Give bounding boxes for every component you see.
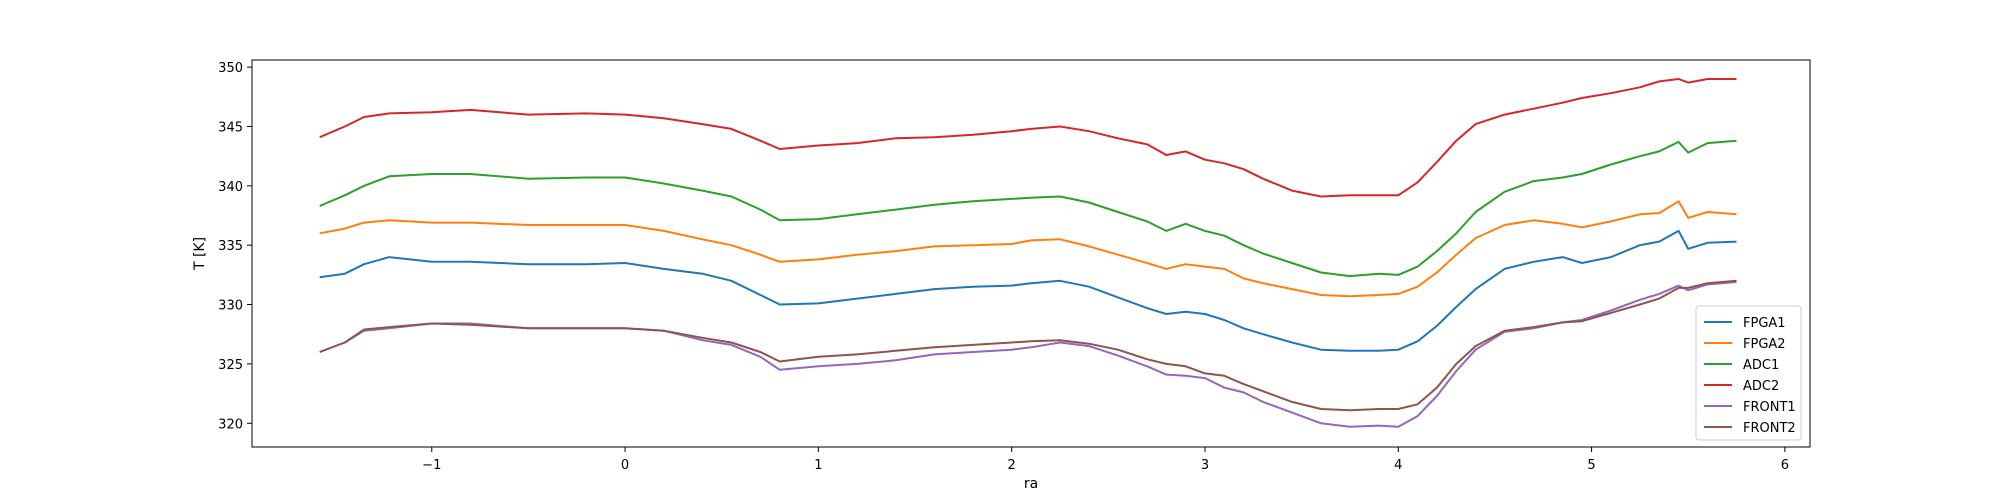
x-tick-label: 4: [1394, 458, 1402, 473]
legend: FPGA1 FPGA2 ADC1 ADC2 FRONT1 FRONT2: [1695, 305, 1802, 441]
x-tick-label: 2: [1008, 458, 1016, 473]
legend-label-front2: FRONT2: [1743, 421, 1796, 436]
x-tick-label: −1: [422, 458, 441, 473]
y-tick-label: 345: [218, 120, 243, 135]
y-tick-label: 340: [218, 180, 243, 195]
legend-label-fpga2: FPGA2: [1743, 337, 1786, 352]
y-axis-label: T [K]: [192, 237, 208, 271]
x-tick-label: 3: [1201, 458, 1209, 473]
x-tick-label: 5: [1587, 458, 1595, 473]
legend-label-fpga1: FPGA1: [1743, 316, 1786, 331]
legend-label-adc2: ADC2: [1743, 379, 1779, 394]
legend-label-adc1: ADC1: [1743, 358, 1779, 373]
x-axis-label: ra: [1024, 476, 1038, 492]
series-lines: [319, 78, 1737, 428]
legend-label-front1: FRONT1: [1743, 400, 1796, 415]
y-tick-label: 320: [218, 417, 243, 432]
y-axis: 320 325 330 335 340 345 350: [218, 61, 252, 432]
y-tick-label: 330: [218, 299, 243, 314]
x-tick-label: 1: [814, 458, 822, 473]
y-tick-label: 325: [218, 358, 243, 373]
plot-area-frame: [251, 59, 1811, 448]
series-line-adc2: [319, 78, 1737, 198]
series-line-front1: [319, 281, 1737, 428]
x-tick-label: 0: [621, 458, 629, 473]
series-line-fpga1: [319, 229, 1737, 352]
series-line-adc1: [319, 139, 1737, 278]
legend-items: FPGA1 FPGA2 ADC1 ADC2 FRONT1 FRONT2: [1704, 316, 1796, 436]
series-line-fpga2: [319, 200, 1737, 298]
x-tick-label: 6: [1781, 458, 1789, 473]
y-tick-label: 335: [218, 239, 243, 254]
x-axis: −1 0 1 2 3 4 5 6: [422, 447, 1789, 473]
y-tick-label: 350: [218, 61, 243, 76]
series-line-front2: [319, 279, 1737, 412]
